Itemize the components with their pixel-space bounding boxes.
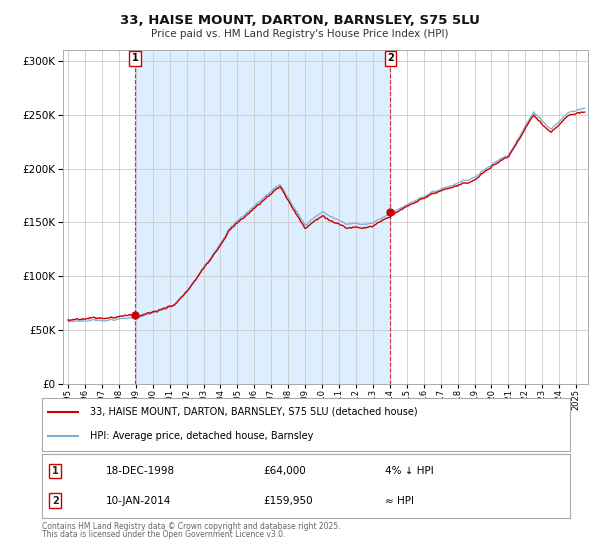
- Text: 2: 2: [52, 496, 59, 506]
- Text: £64,000: £64,000: [264, 466, 307, 476]
- Text: 1: 1: [52, 466, 59, 476]
- Text: This data is licensed under the Open Government Licence v3.0.: This data is licensed under the Open Gov…: [42, 530, 286, 539]
- Text: 33, HAISE MOUNT, DARTON, BARNSLEY, S75 5LU (detached house): 33, HAISE MOUNT, DARTON, BARNSLEY, S75 5…: [89, 407, 417, 417]
- Text: 4% ↓ HPI: 4% ↓ HPI: [385, 466, 434, 476]
- Bar: [135, 50, 391, 384]
- Text: 18-DEC-1998: 18-DEC-1998: [106, 466, 175, 476]
- Text: 1: 1: [132, 53, 139, 63]
- Text: ≈ HPI: ≈ HPI: [385, 496, 414, 506]
- Text: £159,950: £159,950: [264, 496, 313, 506]
- Text: 33, HAISE MOUNT, DARTON, BARNSLEY, S75 5LU: 33, HAISE MOUNT, DARTON, BARNSLEY, S75 5…: [120, 14, 480, 27]
- Text: Contains HM Land Registry data © Crown copyright and database right 2025.: Contains HM Land Registry data © Crown c…: [42, 522, 341, 531]
- Text: 2: 2: [387, 53, 394, 63]
- Text: Price paid vs. HM Land Registry's House Price Index (HPI): Price paid vs. HM Land Registry's House …: [151, 29, 449, 39]
- Text: HPI: Average price, detached house, Barnsley: HPI: Average price, detached house, Barn…: [89, 431, 313, 441]
- Text: 10-JAN-2014: 10-JAN-2014: [106, 496, 171, 506]
